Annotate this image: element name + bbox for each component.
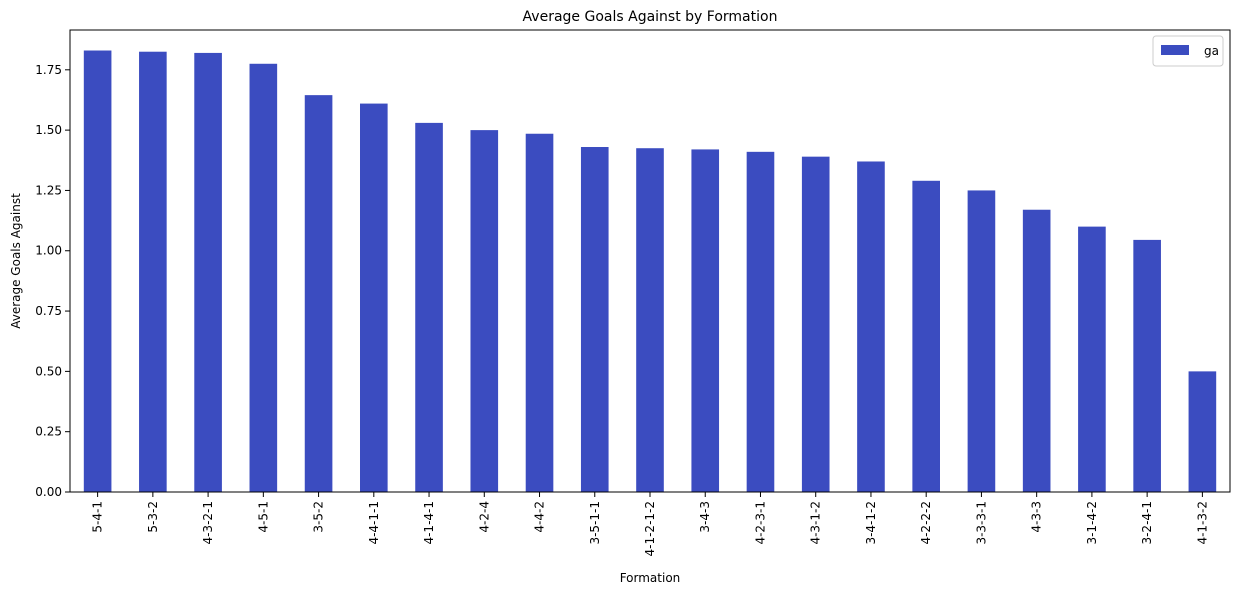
bar-3-3-3-1 (967, 190, 996, 493)
x-tick-label: 4-4-2 (533, 501, 547, 533)
bar-4-4-2 (525, 133, 554, 493)
bar-3-4-1-2 (857, 161, 885, 492)
bar-4-1-4-1 (415, 122, 443, 492)
bar-5-4-1 (83, 50, 112, 492)
legend: ga (1152, 35, 1224, 67)
bar-5-3-2 (139, 51, 167, 492)
plot-frame (69, 29, 1231, 493)
x-tick-label: 3-3-3-1 (974, 501, 988, 545)
x-tick-label: 4-4-1-1 (367, 501, 381, 545)
x-tick-label: 5-4-1 (91, 501, 105, 533)
x-tick-label: 4-1-4-1 (422, 501, 436, 545)
y-tick-label: 0.00 (35, 485, 62, 499)
bar-4-3-1-2 (801, 156, 830, 492)
bar-3-1-4-2 (1078, 226, 1106, 493)
x-tick-label: 4-2-4 (477, 501, 491, 533)
x-axis: 5-4-1 5-3-2 4-3-2-1 4-5-1 3-5-2 4-4-1-1 4-1-4-… (91, 492, 1209, 557)
bar-4-2-4 (470, 130, 499, 492)
y-tick-label: 1.25 (35, 183, 62, 197)
y-tick-label: 0.75 (35, 304, 62, 318)
legend-swatch (1161, 45, 1189, 55)
bar-4-5-1 (249, 63, 278, 493)
bars-layer (83, 50, 1217, 493)
x-tick-label: 3-2-4-1 (1140, 501, 1154, 545)
x-tick-label: 5-3-2 (146, 501, 160, 533)
x-tick-label: 4-5-1 (256, 501, 270, 533)
x-tick-label: 3-4-3 (698, 501, 712, 533)
x-tick-label: 4-2-2-2 (919, 501, 933, 545)
bar-4-1-2-1-2 (636, 148, 664, 492)
bar-4-4-1-1 (360, 103, 388, 492)
x-tick-label: 3-5-2 (312, 501, 326, 533)
bar-4-1-3-2 (1188, 371, 1217, 492)
bar-4-2-3-1 (746, 151, 775, 493)
bar-3-4-3 (691, 149, 720, 493)
x-tick-label: 4-3-2-1 (201, 501, 215, 545)
bar-3-5-1-1 (580, 147, 609, 493)
x-tick-label: 3-4-1-2 (864, 501, 878, 545)
x-tick-label: 4-1-3-2 (1195, 501, 1209, 545)
y-tick-label: 0.50 (35, 364, 62, 378)
x-tick-label: 4-3-3 (1030, 501, 1044, 533)
bar-4-3-2-1 (194, 52, 222, 492)
bar-4-2-2-2 (912, 180, 940, 492)
x-tick-label: 4-1-2-1-2 (643, 501, 657, 557)
y-tick-label: 1.00 (35, 244, 62, 258)
x-tick-label: 4-3-1-2 (809, 501, 823, 545)
bar-3-2-4-1 (1133, 239, 1161, 492)
y-axis-title: Average Goals Against (9, 193, 23, 329)
y-tick-label: 1.50 (35, 123, 62, 137)
y-tick-label: 1.75 (35, 63, 62, 77)
x-axis-title: Formation (620, 571, 681, 585)
legend-label: ga (1204, 44, 1219, 58)
bar-4-3-3 (1022, 209, 1051, 492)
y-axis: 0.00 0.25 0.50 0.75 1.00 1.25 1.50 1.75 (35, 63, 70, 499)
bar-3-5-2 (304, 95, 333, 493)
x-tick-label: 3-5-1-1 (588, 501, 602, 545)
y-tick-label: 0.25 (35, 425, 62, 439)
chart-title: Average Goals Against by Formation (523, 9, 778, 25)
x-tick-label: 4-2-3-1 (753, 501, 767, 545)
x-tick-label: 3-1-4-2 (1085, 501, 1099, 545)
